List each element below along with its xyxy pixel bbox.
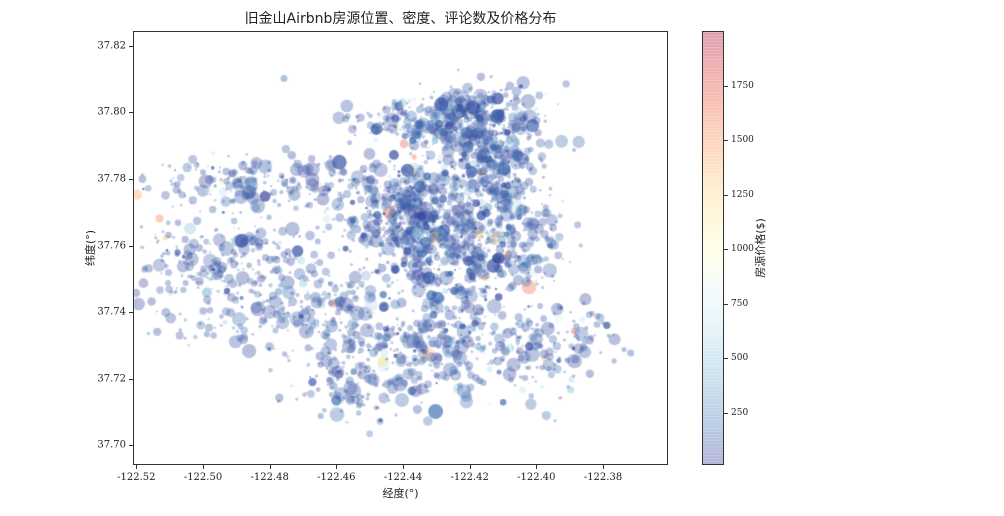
colorbar-tick-label: 1250 <box>731 189 754 200</box>
x-tick-label: -122.48 <box>250 472 289 483</box>
y-tick-label: 37.74 <box>97 306 126 318</box>
y-axis-label: 纬度(°) <box>84 229 97 267</box>
y-tick-label: 37.82 <box>97 40 126 52</box>
colorbar-gradient <box>703 32 723 464</box>
y-tick-label: 37.72 <box>97 373 126 385</box>
y-tick <box>129 245 133 247</box>
x-tick-label: -122.38 <box>583 472 623 483</box>
colorbar-label: 房源价格($) <box>754 218 767 278</box>
x-tick-label: -122.40 <box>517 472 556 483</box>
x-tick <box>269 465 271 469</box>
y-tick <box>129 378 133 380</box>
colorbar-tick <box>724 140 728 142</box>
colorbar-tick-label: 1000 <box>731 244 754 255</box>
colorbar-tick <box>724 85 728 87</box>
x-tick-label: -122.42 <box>450 472 489 483</box>
colorbar-tick-label: 250 <box>731 407 749 418</box>
colorbar-tick <box>724 194 728 196</box>
y-tick <box>129 312 133 314</box>
x-tick <box>336 465 338 469</box>
colorbar-tick-label: 1500 <box>731 135 754 146</box>
scatter-points <box>134 32 667 464</box>
y-tick-label: 37.78 <box>97 173 126 185</box>
colorbar-tick <box>724 303 728 305</box>
colorbar-tick <box>724 249 728 251</box>
x-tick <box>403 465 404 469</box>
y-tick <box>129 178 133 180</box>
y-tick-label: 37.80 <box>97 106 126 118</box>
colorbar-tick-label: 1750 <box>731 80 754 91</box>
y-tick <box>129 112 133 114</box>
y-tick <box>129 45 133 47</box>
x-tick <box>203 465 204 469</box>
y-tick <box>129 445 133 447</box>
x-tick-label: -122.46 <box>317 472 356 483</box>
x-tick <box>603 465 604 469</box>
colorbar-tick <box>724 412 728 414</box>
x-tick-label: -122.50 <box>183 472 223 483</box>
scatter-plot-area <box>133 31 668 465</box>
chart-title: 旧金山Airbnb房源位置、密度、评论数及价格分布 <box>244 11 557 27</box>
y-tick-label: 37.70 <box>97 439 126 451</box>
x-tick-label: -122.52 <box>117 472 156 483</box>
x-tick <box>536 465 538 469</box>
x-tick <box>469 465 471 469</box>
colorbar-tick-label: 500 <box>731 353 749 364</box>
x-axis-label: 经度(°) <box>382 487 419 500</box>
y-tick-label: 37.76 <box>97 240 126 251</box>
x-tick <box>136 465 138 469</box>
x-tick-label: -122.44 <box>383 472 423 483</box>
colorbar-tick <box>724 358 728 360</box>
colorbar <box>702 31 724 465</box>
colorbar-tick-label: 750 <box>731 298 749 309</box>
